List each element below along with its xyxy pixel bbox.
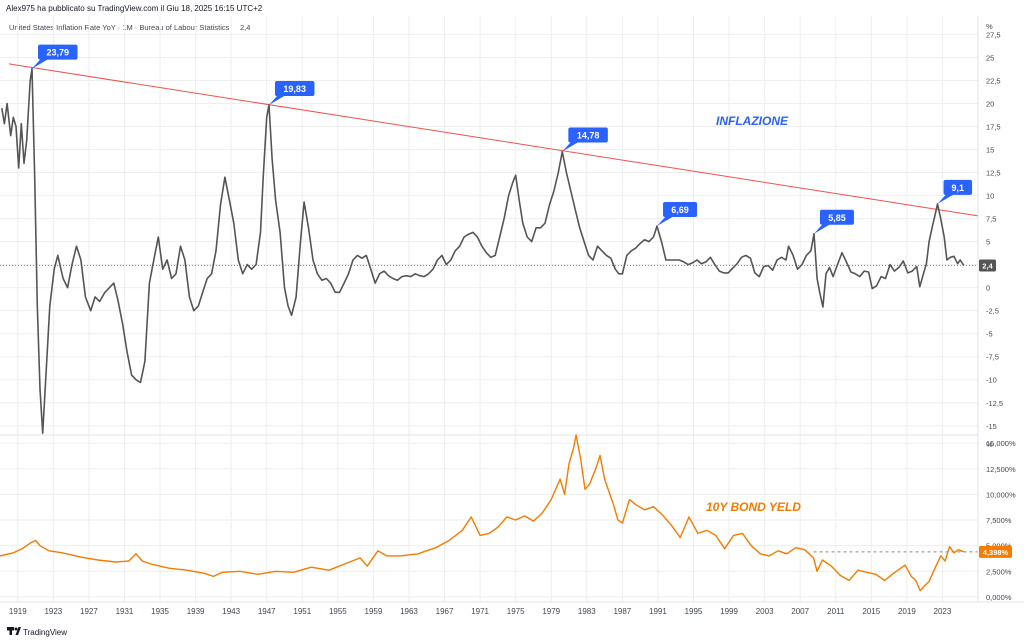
x-tick-label: 1955 bbox=[329, 607, 347, 616]
bond-series-line[interactable] bbox=[0, 434, 965, 592]
x-tick-label: 2019 bbox=[898, 607, 916, 616]
peak-callout[interactable]: 5,85 bbox=[813, 209, 854, 234]
inflation-pane[interactable]: 23,79 19,83 14,78 6,69 5,85 9,1 bbox=[0, 16, 979, 435]
y-tick-label: 2,500% bbox=[986, 567, 1012, 576]
x-tick-label: 2007 bbox=[791, 607, 809, 616]
y-tick-label: 25 bbox=[986, 53, 994, 62]
time-axis[interactable]: 1919 1923 1927 1931 1935 1939 1943 1947 1951 1955… bbox=[9, 607, 952, 616]
bond-yield-pane[interactable] bbox=[0, 434, 978, 602]
x-tick-label: 1995 bbox=[685, 607, 703, 616]
x-tick-label: 1923 bbox=[44, 607, 62, 616]
x-tick-label: 1935 bbox=[151, 607, 169, 616]
y-tick-label: 7,5 bbox=[986, 215, 996, 224]
y-tick-label: 17,5 bbox=[986, 123, 1001, 132]
inflation-price-axis[interactable]: 27,52522,52017,51512,5107,552,50-2,5-5-7… bbox=[979, 30, 1003, 431]
peak-callout[interactable]: 6,69 bbox=[657, 202, 698, 227]
y-tick-label: 0,000% bbox=[986, 593, 1012, 602]
peak-callout[interactable]: 19,83 bbox=[268, 81, 315, 106]
x-tick-label: 1951 bbox=[293, 607, 311, 616]
x-tick-label: 1979 bbox=[542, 607, 560, 616]
peak-callout[interactable]: 23,79 bbox=[32, 44, 78, 69]
y-tick-label: 10,000% bbox=[986, 490, 1016, 499]
last-value-tag: 4,398% bbox=[979, 545, 1012, 558]
publisher-info: Alex975 ha pubblicato su TradingView.com… bbox=[6, 4, 263, 13]
x-tick-label: 1943 bbox=[222, 607, 240, 616]
peak-callout[interactable]: 9,1 bbox=[937, 179, 973, 204]
x-tick-label: 1963 bbox=[400, 607, 418, 616]
y-tick-label: -5 bbox=[986, 330, 993, 339]
y-tick-label: -10 bbox=[986, 376, 997, 385]
x-tick-label: 1967 bbox=[436, 607, 454, 616]
last-value-label: 2,4 bbox=[982, 262, 993, 271]
inflation-axis-unit: % bbox=[986, 22, 993, 31]
x-tick-label: 2011 bbox=[827, 607, 845, 616]
peak-callout-label: 14,78 bbox=[577, 131, 600, 141]
footer-brand: TradingView bbox=[23, 628, 67, 637]
y-tick-label: 20 bbox=[986, 99, 994, 108]
peak-callout-label: 19,83 bbox=[283, 84, 306, 94]
x-tick-label: 1939 bbox=[187, 607, 205, 616]
x-tick-label: 1975 bbox=[507, 607, 525, 616]
x-tick-label: 2015 bbox=[862, 607, 880, 616]
x-tick-label: 1999 bbox=[720, 607, 738, 616]
x-tick-label: 1931 bbox=[116, 607, 134, 616]
trendline[interactable] bbox=[8, 63, 979, 217]
last-value-label: 4,398% bbox=[983, 548, 1009, 557]
inflation-annotation: INFLAZIONE bbox=[716, 114, 789, 128]
x-tick-label: 1927 bbox=[80, 607, 98, 616]
y-tick-label: 0 bbox=[986, 284, 990, 293]
bond-annotation: 10Y BOND YELD bbox=[706, 500, 801, 514]
peak-callout[interactable]: 14,78 bbox=[562, 127, 608, 152]
x-tick-label: 2023 bbox=[934, 607, 952, 616]
x-tick-label: 1983 bbox=[578, 607, 596, 616]
x-tick-label: 1947 bbox=[258, 607, 276, 616]
y-tick-label: 22,5 bbox=[986, 76, 1001, 85]
y-tick-label: 10 bbox=[986, 192, 994, 201]
y-tick-label: 5 bbox=[986, 238, 990, 247]
y-tick-label: 27,5 bbox=[986, 30, 1001, 39]
x-tick-label: 1987 bbox=[613, 607, 631, 616]
y-tick-label: -15 bbox=[986, 422, 997, 431]
y-tick-label: -12,5 bbox=[986, 399, 1003, 408]
series-last-value: 2,4 bbox=[240, 23, 250, 32]
y-tick-label: 7,500% bbox=[986, 516, 1012, 525]
y-tick-label: 12,5 bbox=[986, 169, 1001, 178]
peak-callout-label: 5,85 bbox=[828, 213, 846, 223]
x-tick-label: 1991 bbox=[649, 607, 667, 616]
x-tick-label: 1959 bbox=[365, 607, 383, 616]
x-tick-label: 2003 bbox=[756, 607, 774, 616]
bond-price-axis[interactable]: 15,000%12,500%10,000%7,500%5,000%2,500%0… bbox=[979, 439, 1016, 602]
last-value-tag: 2,4 bbox=[979, 259, 996, 272]
x-tick-label: 1971 bbox=[471, 607, 489, 616]
y-tick-label: -2,5 bbox=[986, 307, 999, 316]
peak-callout-label: 6,69 bbox=[671, 205, 689, 215]
peak-callout-label: 23,79 bbox=[46, 48, 69, 58]
y-tick-label: 15,000% bbox=[986, 439, 1016, 448]
y-tick-label: 12,500% bbox=[986, 465, 1016, 474]
y-tick-label: -7,5 bbox=[986, 353, 999, 362]
tradingview-logo-icon bbox=[7, 627, 21, 635]
inflation-series-line[interactable] bbox=[1, 67, 965, 434]
series-title: United States Inflation Rate YoY · 1M · … bbox=[9, 23, 230, 32]
y-tick-label: 15 bbox=[986, 146, 994, 155]
peak-callout-label: 9,1 bbox=[952, 183, 965, 193]
x-tick-label: 1919 bbox=[9, 607, 27, 616]
bond-axis-unit: % bbox=[986, 440, 993, 449]
